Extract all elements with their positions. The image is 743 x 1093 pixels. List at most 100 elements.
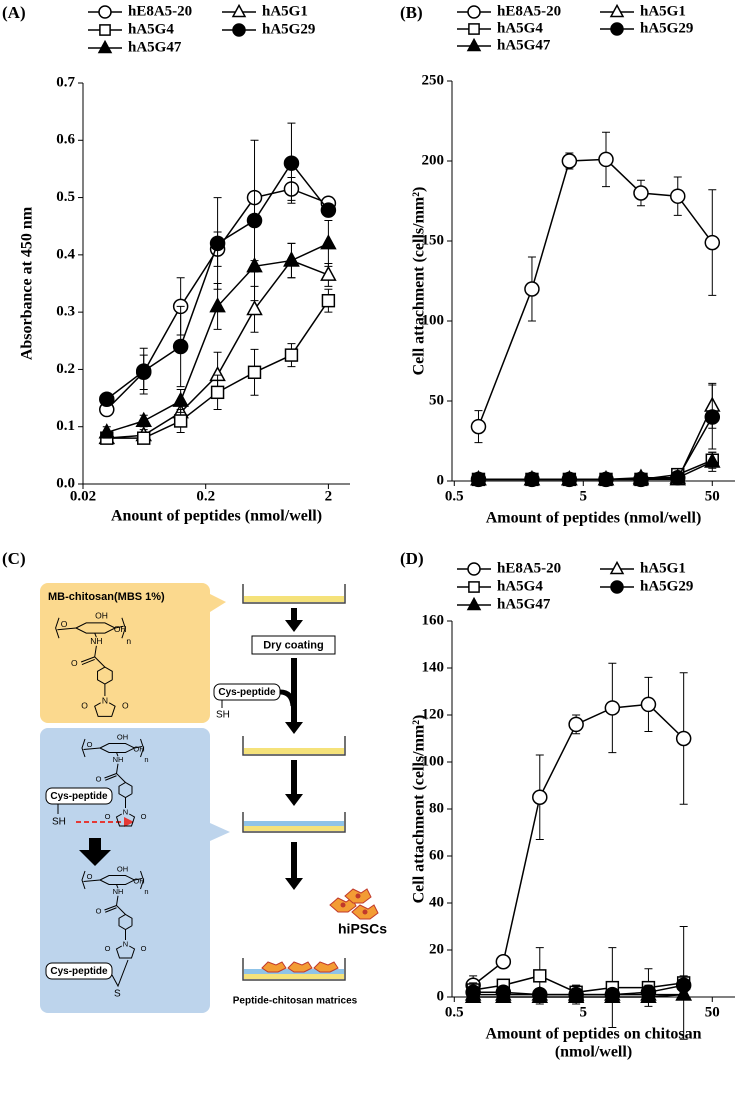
legend-label: hA5G4 bbox=[497, 20, 543, 36]
data-point bbox=[246, 257, 263, 273]
atom-label: OH bbox=[114, 624, 127, 634]
bond bbox=[94, 632, 97, 638]
data-point bbox=[704, 452, 721, 468]
legend-marker bbox=[231, 3, 247, 18]
material-label: MB-chitosan(MBS 1%) bbox=[48, 591, 165, 603]
y-axis-label: Cell attachment (cells/mm²) bbox=[411, 187, 428, 376]
data-point bbox=[531, 987, 549, 1003]
legend-marker bbox=[467, 5, 481, 19]
legend-marker bbox=[609, 560, 625, 575]
legend-marker bbox=[610, 580, 624, 594]
imide-ring bbox=[115, 945, 136, 959]
coating-layer bbox=[244, 748, 344, 754]
bond bbox=[105, 907, 117, 913]
merge-arrow bbox=[279, 689, 296, 707]
peptide-layer bbox=[244, 821, 344, 826]
atom-label: NH bbox=[90, 636, 102, 646]
atom-label: OH bbox=[117, 864, 128, 873]
bond bbox=[134, 746, 143, 749]
peptide-box bbox=[213, 683, 281, 701]
legend-marker bbox=[466, 37, 482, 52]
legend-marker bbox=[610, 22, 624, 36]
bracket bbox=[140, 870, 145, 890]
x-tick-label: 2 bbox=[325, 488, 333, 504]
atom-label: NH bbox=[113, 887, 124, 896]
peptide-box bbox=[45, 787, 113, 805]
data-point bbox=[704, 234, 721, 251]
y-tick-label: 100 bbox=[422, 753, 445, 769]
data-point bbox=[561, 153, 578, 169]
series-line bbox=[472, 703, 685, 986]
bracket bbox=[81, 738, 86, 758]
y-tick-label: 100 bbox=[422, 312, 445, 328]
well bbox=[242, 958, 346, 981]
data-point bbox=[670, 188, 686, 204]
atom-label: N bbox=[123, 807, 128, 816]
box-pointer bbox=[210, 594, 226, 612]
x-tick-label: 0.5 bbox=[445, 1004, 464, 1020]
legend-label: hA5G29 bbox=[640, 578, 693, 594]
data-point bbox=[470, 418, 487, 435]
data-point bbox=[173, 414, 188, 428]
legend-label: hA5G1 bbox=[640, 560, 686, 576]
atom-label: NH bbox=[113, 755, 124, 764]
peptide-label: Cys-peptide bbox=[218, 687, 276, 698]
data-point bbox=[98, 423, 116, 439]
x-axis-label: (nmol/well) bbox=[555, 1044, 632, 1061]
x-tick-label: 5 bbox=[580, 1004, 588, 1020]
data-point bbox=[604, 987, 621, 1003]
x-axis-label: Amount of peptides (nmol/well) bbox=[486, 510, 702, 527]
atom-label: O bbox=[96, 906, 102, 915]
bond bbox=[83, 747, 101, 750]
data-point bbox=[640, 696, 657, 713]
imide-ring bbox=[94, 702, 116, 717]
legend-label: hA5G47 bbox=[128, 39, 182, 55]
y-tick-label: 0.2 bbox=[56, 361, 75, 377]
y-tick-label: 0.5 bbox=[56, 189, 75, 205]
peptide-label: Cys-peptide bbox=[50, 966, 108, 977]
arrow bbox=[285, 608, 303, 632]
panel-label: (C) bbox=[2, 549, 26, 568]
y-tick-label: 0.0 bbox=[56, 475, 75, 491]
data-point bbox=[561, 470, 578, 486]
bond bbox=[104, 905, 117, 911]
data-point bbox=[246, 212, 263, 229]
data-point bbox=[604, 700, 621, 716]
data-point bbox=[209, 235, 226, 252]
legend-marker bbox=[468, 23, 480, 35]
y-tick-label: 150 bbox=[422, 232, 445, 248]
atom-label: N bbox=[102, 695, 108, 705]
y-tick-label: 0 bbox=[437, 988, 445, 1004]
well bbox=[242, 584, 346, 604]
x-tick-label: 0.5 bbox=[445, 488, 464, 504]
atom-label: OH bbox=[95, 610, 108, 620]
data-point bbox=[320, 202, 337, 218]
atom-label: O bbox=[87, 872, 93, 881]
legend-label: hA5G1 bbox=[640, 3, 686, 19]
reaction-arrowhead bbox=[124, 817, 134, 827]
data-point bbox=[568, 716, 584, 733]
legend-label: hA5G29 bbox=[262, 21, 315, 37]
y-tick-label: 160 bbox=[422, 612, 445, 628]
y-tick-label: 0.7 bbox=[56, 74, 75, 90]
data-point bbox=[320, 234, 337, 250]
data-point bbox=[495, 987, 512, 1003]
data-point bbox=[209, 297, 226, 313]
bond bbox=[105, 775, 117, 781]
atom-label: O bbox=[81, 700, 88, 710]
y-axis-label: Cell attachment (cells/mm²) bbox=[411, 715, 428, 904]
panel-label: (B) bbox=[400, 3, 423, 22]
y-tick-label: 60 bbox=[429, 847, 444, 863]
legend-label: hE8A5-20 bbox=[497, 3, 561, 19]
data-point bbox=[597, 470, 615, 486]
bond bbox=[111, 959, 129, 988]
atom-label: n bbox=[126, 636, 131, 646]
x-axis-label: Amount of peptides on chitosan bbox=[485, 1026, 701, 1043]
y-tick-label: 40 bbox=[429, 894, 444, 910]
bond bbox=[81, 658, 95, 666]
x-tick-label: 0.02 bbox=[70, 488, 96, 504]
y-tick-label: 0.1 bbox=[56, 418, 75, 434]
legend-marker bbox=[466, 596, 482, 611]
atom-label: O bbox=[122, 700, 129, 710]
